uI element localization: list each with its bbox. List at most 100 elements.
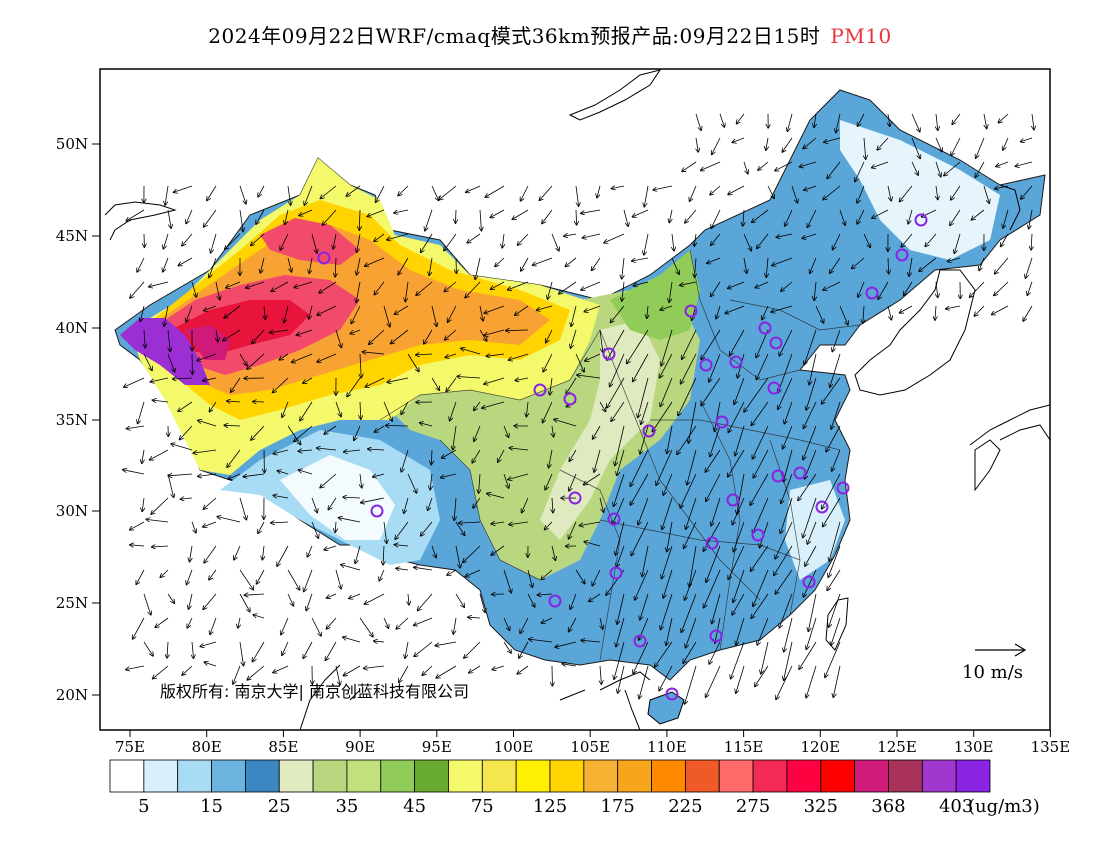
wind-arrow-icon xyxy=(743,209,744,226)
wind-arrow-icon xyxy=(728,401,745,432)
wind-arrow-icon xyxy=(351,305,361,324)
wind-arrow-icon xyxy=(541,617,553,623)
wind-arrow-icon xyxy=(152,546,169,547)
wind-arrow-icon xyxy=(592,257,601,270)
wind-arrow-icon xyxy=(383,617,389,628)
wind-arrow-icon xyxy=(189,593,193,609)
wind-arrow-icon xyxy=(716,305,721,319)
wind-arrow-icon xyxy=(744,377,769,412)
wind-arrow-icon xyxy=(326,617,337,629)
wind-arrow-icon xyxy=(756,329,769,358)
wind-arrow-icon xyxy=(569,473,577,491)
station-marker-icon xyxy=(793,466,807,480)
wind-arrow-icon xyxy=(428,497,433,510)
wind-arrow-icon xyxy=(767,185,774,198)
wind-arrow-icon xyxy=(455,593,464,607)
colorbar-swatch xyxy=(820,759,856,793)
colorbar-tick-label: 175 xyxy=(601,796,635,817)
wind-arrow-icon xyxy=(508,281,529,290)
wind-arrow-icon xyxy=(333,233,337,249)
wind-arrow-icon xyxy=(359,617,373,637)
wind-arrow-icon xyxy=(429,257,433,275)
wind-arrow-icon xyxy=(360,353,361,378)
wind-arrow-icon xyxy=(198,420,217,427)
wind-arrow-icon xyxy=(780,497,793,533)
wind-arrow-icon xyxy=(299,209,313,216)
wind-arrow-icon xyxy=(383,545,384,565)
wind-arrow-icon xyxy=(542,209,553,224)
wind-arrow-icon xyxy=(239,353,247,365)
wind-arrow-icon xyxy=(492,665,505,670)
wind-arrow-icon xyxy=(357,233,361,252)
wind-arrow-icon xyxy=(622,281,624,301)
wind-arrow-icon xyxy=(806,665,817,698)
reference-arrowhead-icon xyxy=(1014,643,1027,657)
wind-arrow-icon xyxy=(287,569,300,590)
wind-arrow-icon xyxy=(247,665,265,680)
wind-arrow-icon xyxy=(252,641,265,662)
wind-arrow-icon xyxy=(260,257,265,273)
wind-arrow-icon xyxy=(635,569,649,600)
wind-arrow-icon xyxy=(258,185,265,197)
colorbar-swatch xyxy=(278,759,314,793)
wind-arrow-icon xyxy=(160,569,169,577)
wind-arrow-icon xyxy=(803,425,817,460)
colorbar-tick-label: 225 xyxy=(668,796,702,817)
wind-arrow-icon xyxy=(936,113,938,130)
colorbar-swatch xyxy=(955,759,991,793)
wind-arrow-icon xyxy=(346,185,361,196)
wind-arrow-icon xyxy=(802,233,817,238)
wind-arrow-icon xyxy=(490,209,505,218)
wind-arrow-icon xyxy=(776,233,793,237)
wind-arrow-icon xyxy=(616,545,625,567)
wind-arrow-icon xyxy=(781,473,793,503)
wind-arrow-icon xyxy=(204,545,217,563)
colorbar-tick-label: 15 xyxy=(200,796,223,817)
wind-arrow-icon xyxy=(908,209,913,224)
wind-arrow-icon xyxy=(660,353,673,378)
wind-arrow-icon xyxy=(653,185,673,190)
wind-arrow-icon xyxy=(363,352,385,354)
wind-arrow-icon xyxy=(365,257,385,266)
colorbar-swatch xyxy=(786,759,822,793)
wind-arrow-icon xyxy=(610,353,625,387)
wind-arrow-icon xyxy=(823,281,841,290)
wind-arrow-icon xyxy=(421,233,433,252)
wind-arrow-icon xyxy=(607,377,625,408)
lon-label: 135E xyxy=(1031,738,1071,756)
wind-arrow-icon xyxy=(335,665,340,685)
wind-arrow-icon xyxy=(548,281,553,299)
wind-arrow-icon xyxy=(420,423,433,427)
wind-arrow-icon xyxy=(127,425,145,429)
wind-arrow-icon xyxy=(815,305,824,323)
wind-arrow-icon xyxy=(180,425,193,440)
wind-arrow-icon xyxy=(809,353,817,385)
wind-arrow-icon xyxy=(733,521,745,552)
wind-arrow-icon xyxy=(662,545,673,579)
wind-arrow-icon xyxy=(198,474,217,476)
wind-arrow-icon xyxy=(126,209,145,221)
colorbar-unit: (ug/m3) xyxy=(968,796,1040,817)
wind-arrow-icon xyxy=(136,569,145,584)
wind-arrow-icon xyxy=(1003,137,1009,150)
wind-arrow-icon xyxy=(526,401,528,417)
wind-arrow-icon xyxy=(661,329,673,366)
wind-arrow-icon xyxy=(164,305,169,326)
wind-arrow-icon xyxy=(401,449,409,472)
wind-arrow-icon xyxy=(226,281,241,288)
wind-arrow-icon xyxy=(143,641,153,656)
wind-arrow-icon xyxy=(491,545,505,555)
station-marker-icon xyxy=(767,381,781,395)
hainan-island xyxy=(647,691,685,725)
wind-arrow-icon xyxy=(584,473,601,485)
wind-arrow-icon xyxy=(555,641,577,647)
wind-arrow-icon xyxy=(630,473,649,505)
wind-arrow-icon xyxy=(347,377,361,397)
wind-arrow-icon xyxy=(946,305,961,309)
wind-arrow-icon xyxy=(324,425,337,434)
wind-arrow-icon xyxy=(515,378,529,381)
wind-arrow-icon xyxy=(660,377,673,406)
wind-arrow-icon xyxy=(396,568,409,570)
wind-arrow-icon xyxy=(712,137,721,154)
wind-arrow-icon xyxy=(823,497,841,527)
